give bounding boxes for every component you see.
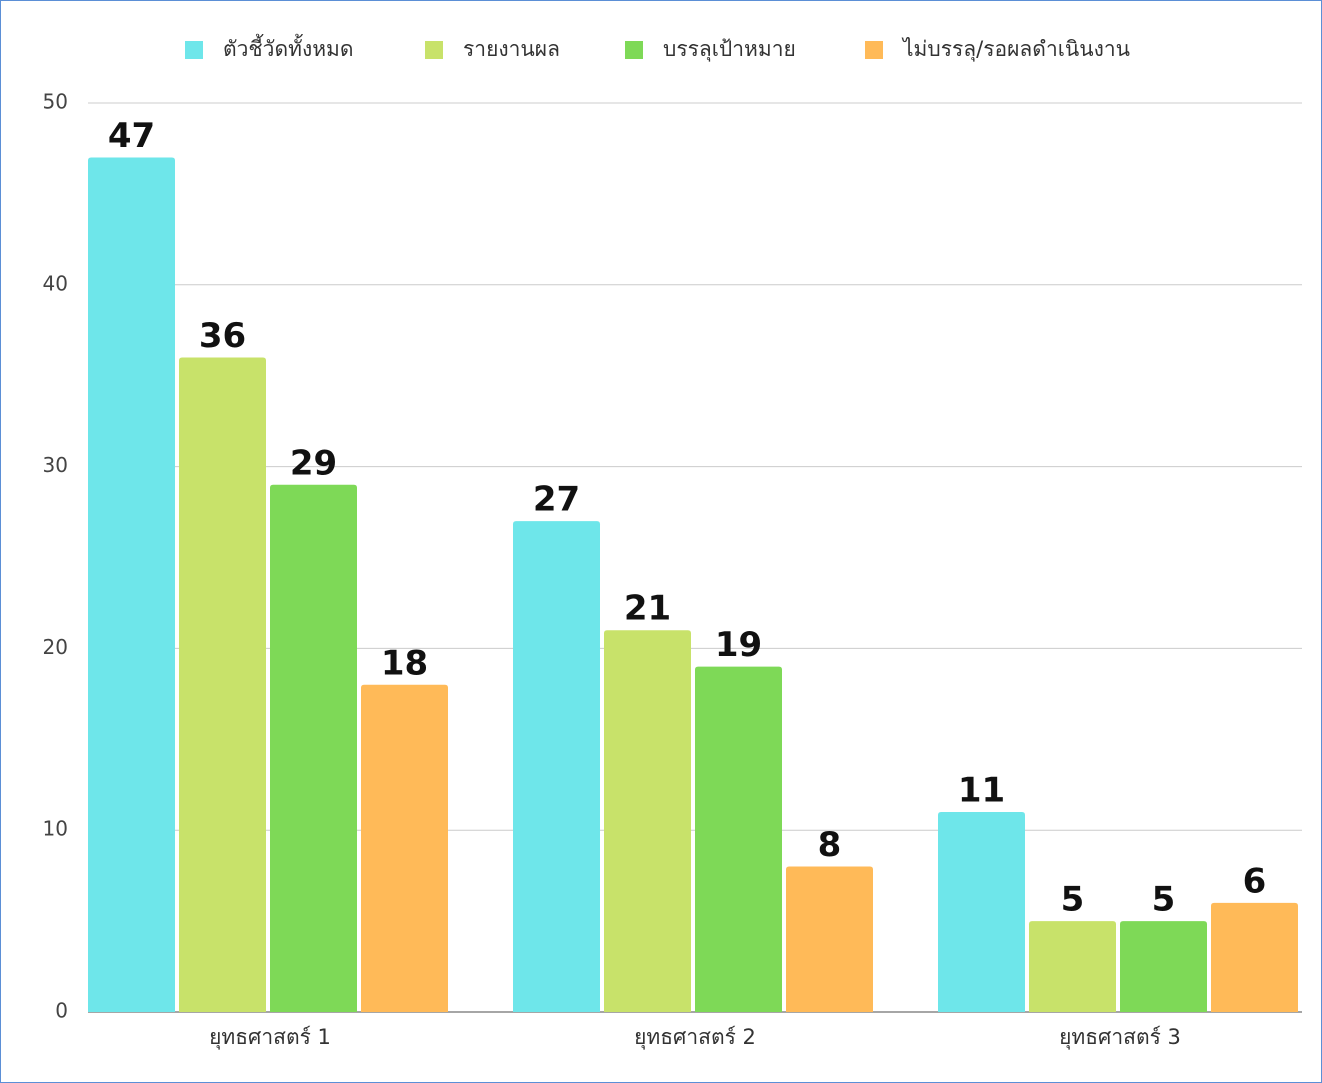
bar xyxy=(1211,902,1298,1012)
y-tick-label: 0 xyxy=(55,999,68,1023)
data-label: 5 xyxy=(1152,880,1176,920)
bar xyxy=(938,812,1025,1012)
y-tick-label: 40 xyxy=(43,271,68,295)
bar xyxy=(179,357,266,1012)
data-label: 36 xyxy=(199,316,246,356)
bar xyxy=(1120,921,1207,1012)
data-label: 11 xyxy=(958,771,1005,811)
legend-swatch xyxy=(185,41,203,59)
data-label: 27 xyxy=(533,480,580,520)
bar xyxy=(786,866,873,1012)
data-label: 8 xyxy=(818,825,842,865)
data-label: 21 xyxy=(624,589,671,629)
legend-swatch xyxy=(625,41,643,59)
bar xyxy=(88,157,175,1013)
data-label: 18 xyxy=(381,643,428,683)
data-label: 47 xyxy=(108,116,155,156)
bar xyxy=(695,666,782,1012)
data-label: 19 xyxy=(715,625,762,665)
legend-label: ไม่บรรลุ/รอผลดำเนินงาน xyxy=(901,37,1130,62)
x-tick-label: ยุทธศาสตร์ 3 xyxy=(1059,1025,1181,1050)
y-tick-label: 10 xyxy=(43,817,68,841)
y-tick-label: 20 xyxy=(43,635,68,659)
bar xyxy=(270,484,357,1012)
legend-swatch xyxy=(425,41,443,59)
y-tick-label: 50 xyxy=(43,90,68,114)
bar xyxy=(1029,921,1116,1012)
data-label: 5 xyxy=(1061,880,1085,920)
data-label: 6 xyxy=(1243,861,1267,901)
legend-label: รายงานผล xyxy=(463,37,560,61)
x-tick-label: ยุทธศาสตร์ 2 xyxy=(634,1025,756,1050)
data-label: 29 xyxy=(290,443,337,483)
legend-label: บรรลุเป้าหมาย xyxy=(663,37,796,62)
bar xyxy=(604,630,691,1012)
legend-label: ตัวชี้วัดทั้งหมด xyxy=(223,34,354,61)
y-tick-label: 30 xyxy=(43,453,68,477)
x-tick-label: ยุทธศาสตร์ 1 xyxy=(209,1025,331,1050)
legend-swatch xyxy=(865,41,883,59)
bar xyxy=(361,684,448,1012)
bar xyxy=(513,521,600,1012)
